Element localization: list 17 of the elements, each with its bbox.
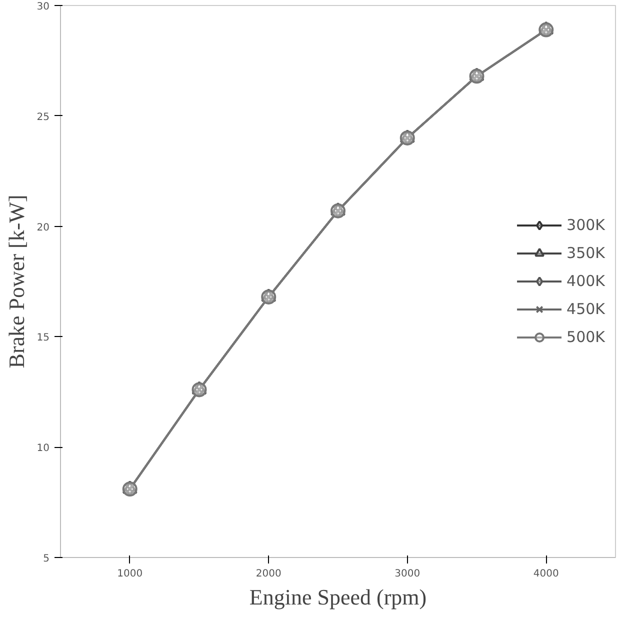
- y-tick-label: 30: [36, 2, 50, 12]
- legend-label: 500K: [566, 328, 605, 346]
- y-axis-title: Brake Power [k-W]: [4, 194, 29, 368]
- y-tick-label: 15: [36, 332, 50, 344]
- x-tick-label: 4000: [533, 568, 559, 580]
- legend-label: 300K: [566, 216, 605, 234]
- legend-label: 450K: [566, 300, 605, 318]
- x-tick-label: 1000: [117, 568, 143, 580]
- y-tick-label: 25: [36, 112, 50, 123]
- y-tick-label: 20: [36, 222, 50, 234]
- y-tick-label: 5: [43, 554, 50, 564]
- legend-label: 400K: [566, 272, 605, 290]
- legend-label: 350K: [566, 244, 605, 262]
- y-tick-label: 10: [36, 443, 50, 454]
- x-tick-label: 2000: [256, 568, 282, 580]
- x-axis-title: Engine Speed (rpm): [249, 584, 427, 610]
- x-tick-label: 3000: [394, 568, 420, 580]
